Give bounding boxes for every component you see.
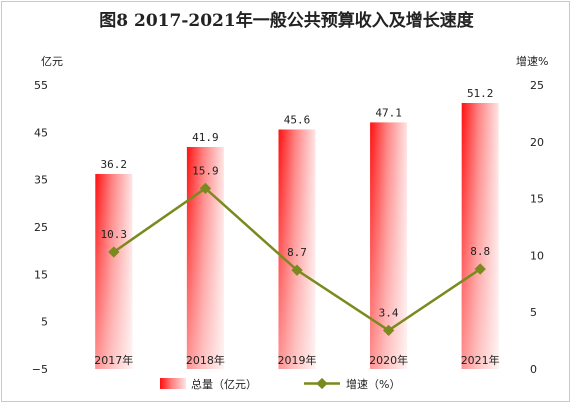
line-point <box>474 263 486 275</box>
legend-line-label: 增速（%） <box>346 377 400 391</box>
bar-highlight <box>95 173 133 369</box>
line-data-label: 8.8 <box>470 245 490 258</box>
line-data-label: 8.7 <box>287 246 307 259</box>
line-data-label: 15.9 <box>192 164 219 177</box>
left-tick-label: 25 <box>34 221 48 234</box>
x-axis-labels: 2017年 2018年 2019年 2020年 2021年 <box>94 353 499 367</box>
bar-series: 36.2 41.9 45.6 47.1 51.2 <box>95 87 499 369</box>
x-tick-label: 2019年 <box>278 353 317 367</box>
left-tick-label: 55 <box>34 79 48 92</box>
x-tick-label: 2021年 <box>461 353 500 367</box>
legend-bar-swatch <box>160 378 186 389</box>
right-tick-label: 0 <box>530 363 537 376</box>
bar-data-label: 41.9 <box>192 131 219 144</box>
x-tick-label: 2017年 <box>94 353 133 367</box>
bar-data-label: 36.2 <box>101 158 128 171</box>
bar-data-label: 47.1 <box>375 106 402 119</box>
bar-highlight <box>461 102 499 369</box>
left-axis-ticks: 55 45 35 25 15 5 −5 <box>32 79 48 376</box>
right-tick-label: 20 <box>530 136 544 149</box>
line-point <box>199 182 212 195</box>
legend: 总量（亿元） 增速（%） <box>160 377 400 391</box>
left-axis-label: 亿元 <box>41 55 63 68</box>
bar-highlight <box>186 147 224 369</box>
line-point <box>291 264 303 276</box>
left-tick-label: −5 <box>32 363 48 376</box>
right-tick-label: 10 <box>530 249 544 262</box>
bar-highlight <box>278 129 316 369</box>
chart-title: 图8 2017-2021年一般公共预算收入及增长速度 <box>99 11 474 31</box>
legend-line-marker <box>316 377 328 390</box>
right-tick-label: 15 <box>530 193 544 206</box>
right-tick-label: 5 <box>530 306 537 319</box>
left-tick-label: 35 <box>34 174 48 187</box>
line-data-label: 3.4 <box>379 306 399 319</box>
left-tick-label: 15 <box>34 268 48 281</box>
legend-bar-label: 总量（亿元） <box>191 377 257 391</box>
line-point <box>382 324 395 337</box>
bar-data-label: 45.6 <box>284 113 311 126</box>
line-series: 10.3 15.9 8.7 3.4 8.8 <box>101 164 490 337</box>
line-data-label: 10.3 <box>101 228 128 241</box>
right-axis-ticks: 25 20 15 10 5 0 <box>530 79 544 376</box>
x-tick-label: 2018年 <box>186 353 225 367</box>
bar-data-label: 51.2 <box>467 87 494 100</box>
left-tick-label: 5 <box>41 316 48 329</box>
x-tick-label: 2020年 <box>369 353 408 367</box>
right-axis-label: 增速% <box>516 54 548 68</box>
right-tick-label: 25 <box>530 79 544 92</box>
left-tick-label: 45 <box>34 126 48 139</box>
